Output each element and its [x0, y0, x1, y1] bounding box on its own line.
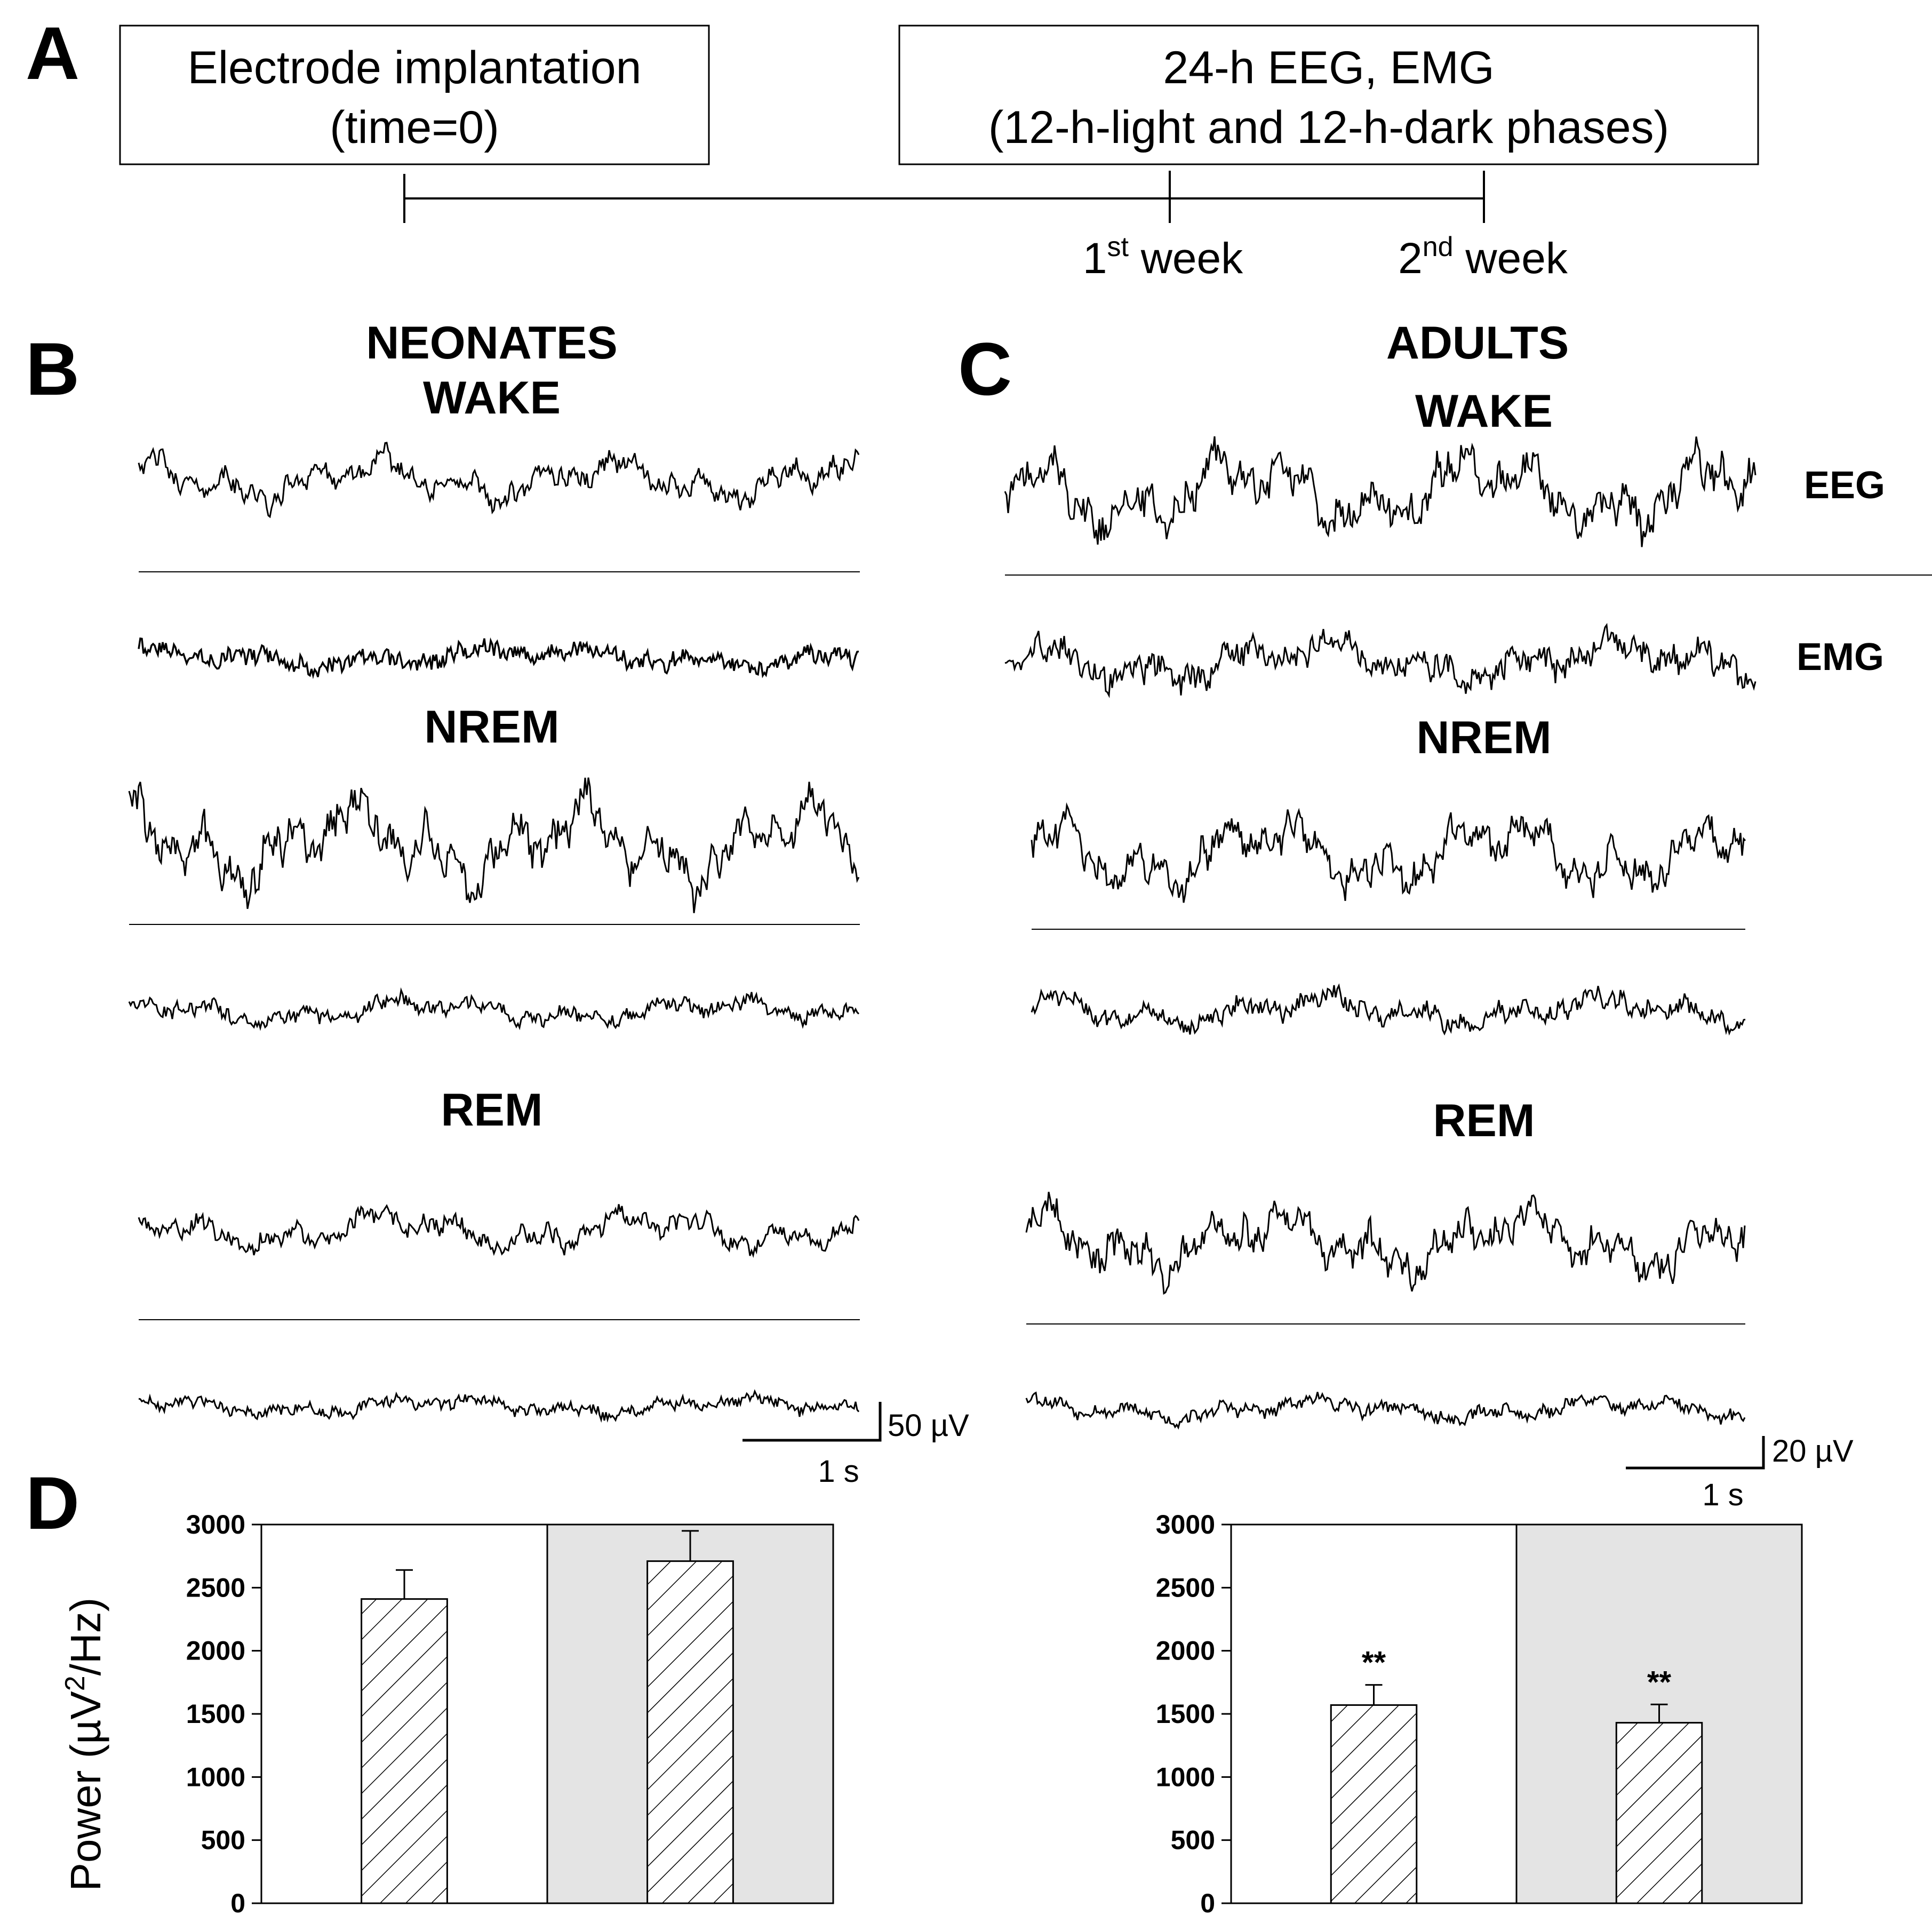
- adults-nrem-label: NREM: [1416, 712, 1551, 763]
- y-tick-label: 2500: [186, 1573, 245, 1602]
- timeline-axis: [403, 171, 1485, 223]
- neonate-wake-eeg-trace: [138, 442, 860, 518]
- adult-nrem-emg-trace: [1031, 983, 1746, 1036]
- panel-letter-a: A: [26, 11, 79, 95]
- adult-wake-emg-trace: [1004, 623, 1757, 698]
- significance-mark-0: **: [1362, 1646, 1386, 1680]
- y-tick-label: 1500: [1156, 1699, 1215, 1729]
- neonate-scale-bar: [743, 1402, 882, 1442]
- week-2-label: 2nd week: [1398, 232, 1568, 283]
- y-tick-label: 2000: [1156, 1636, 1215, 1666]
- significance-mark-1: **: [1647, 1665, 1672, 1699]
- adult-wake-eeg-trace: [1004, 436, 1757, 547]
- bar-1: [1615, 1722, 1703, 1904]
- neonates-nrem-label: NREM: [424, 701, 559, 753]
- y-tick-label: 2000: [186, 1636, 245, 1666]
- y-tick-label: 0: [1200, 1888, 1215, 1915]
- y-tick-label: 1000: [186, 1762, 245, 1792]
- recording-line-2: (12-h-light and 12-h-dark phases): [988, 102, 1669, 153]
- adults-title: ADULTS: [1386, 317, 1569, 369]
- y-tick-label: 3000: [1156, 1510, 1215, 1539]
- adults-rem-label: REM: [1433, 1095, 1535, 1146]
- adults-wake-label: WAKE: [1415, 386, 1553, 437]
- implantation-line-2: (time=0): [330, 102, 499, 153]
- y-tick-label: 3000: [186, 1510, 245, 1539]
- adult-scale-time: 1 s: [1702, 1478, 1743, 1512]
- panel-letter-b: B: [26, 327, 79, 411]
- y-tick-label: 1000: [1156, 1762, 1215, 1792]
- adult-rem-eeg-trace: [1025, 1192, 1746, 1295]
- eeg-channel-label: EEG: [1804, 464, 1885, 507]
- y-tick-label: 0: [230, 1888, 245, 1915]
- adult-rem-emg-trace: [1025, 1391, 1746, 1430]
- y-tick-label: 2500: [1156, 1573, 1215, 1602]
- panel-letter-c: C: [958, 327, 1012, 411]
- bar-1: [646, 1560, 734, 1904]
- power-axis-label: Power (µV2/Hz): [60, 1598, 109, 1892]
- neonates-rem-label: REM: [441, 1084, 542, 1136]
- y-tick-label: 1500: [186, 1699, 245, 1729]
- panel-b: B NEONATES WAKE NREM REM 50 µV 1 s: [26, 317, 969, 1489]
- week-1-label: 1st week: [1083, 232, 1243, 283]
- neonate-scale-amplitude: 50 µV: [888, 1408, 969, 1443]
- neonates-title: NEONATES: [366, 317, 617, 369]
- neonate-rem-emg-trace: [138, 1389, 860, 1423]
- recording-box: [898, 25, 1759, 165]
- neonates-wake-label: WAKE: [423, 372, 561, 424]
- neonate-scale-time: 1 s: [818, 1454, 859, 1489]
- implantation-line-1: Electrode implantation: [188, 42, 642, 93]
- panel-d: D Power (µV2/Hz) 0 500 1000 1500 2000 2500 300…: [26, 1461, 1803, 1915]
- y-tick-label: 500: [1171, 1825, 1215, 1855]
- adult-nrem-eeg-trace: [1031, 802, 1746, 903]
- neonate-rem-eeg-trace: [138, 1204, 860, 1258]
- recording-line-1: 24-h EEG, EMG: [1163, 42, 1494, 93]
- neonate-wake-emg-trace: [138, 637, 859, 680]
- adult-power-chart: 0 500 1000 1500 2000 2500 3000 ** **: [1156, 1510, 1803, 1915]
- adult-scale-bar: [1626, 1436, 1765, 1470]
- adult-scale-amplitude: 20 µV: [1772, 1434, 1854, 1469]
- panel-c: C ADULTS WAKE EEG EMG NREM REM 20 µV 1 s: [958, 317, 1932, 1512]
- neonate-power-chart: 0 500 1000 1500 2000 2500 3000: [186, 1510, 834, 1915]
- panel-letter-d: D: [26, 1461, 79, 1545]
- y-tick-label: 500: [201, 1825, 245, 1855]
- neonate-nrem-eeg-trace: [128, 777, 860, 913]
- bar-0: [361, 1598, 448, 1904]
- emg-channel-label: EMG: [1797, 636, 1884, 679]
- neonate-nrem-emg-trace: [128, 987, 860, 1031]
- panel-a: A Electrode implantation (time=0) 24-h E…: [26, 11, 1759, 283]
- implantation-box: [119, 25, 710, 165]
- bar-0: [1330, 1704, 1418, 1904]
